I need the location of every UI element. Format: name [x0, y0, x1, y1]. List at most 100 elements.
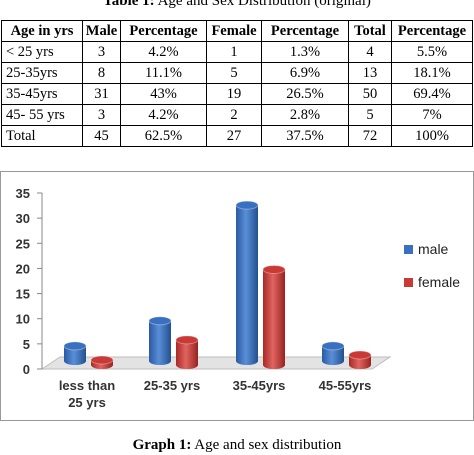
- table-cell: < 25 yrs: [1, 41, 83, 63]
- x-tick-label: 35-45yrs: [233, 378, 286, 393]
- table-cell: 62.5%: [120, 125, 207, 147]
- table-cell: 50: [348, 83, 392, 105]
- bar-male: [321, 341, 345, 365]
- table-row: 45- 55 yrs 3 4.2% 2 2.8% 5 7%: [1, 104, 473, 126]
- bar-top: [262, 264, 286, 274]
- bar-body: [149, 320, 171, 361]
- bar-top: [148, 316, 172, 326]
- y-tick-label: 10: [16, 312, 30, 327]
- table-cell: 8: [82, 62, 121, 84]
- bar-base: [149, 357, 171, 365]
- header-total: Total: [348, 20, 392, 42]
- x-tick-label: 25-35 yrs: [144, 378, 200, 393]
- bar-male: [235, 200, 259, 365]
- table-cell: 45- 55 yrs: [1, 104, 83, 126]
- table-cell: 6.9%: [261, 62, 349, 84]
- y-tick-label: 0: [23, 362, 30, 377]
- table-cell: 13: [348, 62, 392, 84]
- y-tick-label: 35: [16, 186, 30, 201]
- table-row: < 25 yrs 3 4.2% 1 1.3% 4 5.5%: [1, 41, 473, 63]
- y-tick-label: 30: [16, 211, 30, 226]
- header-female-percentage: Percentage: [261, 20, 349, 42]
- table-cell: 2: [206, 104, 262, 126]
- y-tick-label: 5: [23, 337, 30, 352]
- bar-base: [64, 357, 86, 365]
- table-cell: 35-45yrs: [1, 83, 83, 105]
- table-cell: 19: [206, 83, 262, 105]
- bar-top: [90, 355, 114, 365]
- bar-male: [63, 341, 87, 365]
- header-male: Male: [82, 20, 121, 42]
- table-cell: 4.2%: [120, 104, 207, 126]
- x-axis-labels: less than 25 yrs 25-35 yrs 35-45yrs 45-55yrs: [59, 378, 372, 410]
- legend-swatch-female: [404, 278, 413, 287]
- table-caption-text: Age and Sex Distribution (original): [154, 0, 371, 9]
- table-cell: 5: [206, 62, 262, 84]
- bar-body: [176, 339, 198, 365]
- bar-top: [175, 335, 199, 345]
- bar-base: [322, 357, 344, 365]
- header-age: Age in yrs: [1, 20, 83, 42]
- y-axis: 0 5 10 15 20 25 30 35: [16, 186, 43, 377]
- bar-body: [349, 354, 371, 365]
- x-tick-label: 45-55yrs: [319, 378, 372, 393]
- table-cell: 26.5%: [261, 83, 349, 105]
- table-cell: 7%: [391, 104, 473, 126]
- y-tick-label: 15: [16, 287, 30, 302]
- table-cell: 3: [82, 104, 121, 126]
- table-cell: 37.5%: [261, 125, 349, 147]
- bar-top: [348, 350, 372, 360]
- bar-body: [236, 205, 258, 361]
- graph-caption: Graph 1: Age and sex distribution: [0, 435, 474, 455]
- table-caption: Table 1: Age and Sex Distribution (origi…: [0, 0, 474, 11]
- graph-caption-text: Age and sex distribution: [191, 437, 342, 453]
- bar-female: [175, 335, 199, 369]
- table-header-row: Age in yrs Male Percentage Female Percen…: [1, 20, 473, 42]
- legend-label-female: female: [418, 274, 460, 290]
- bar-top: [321, 341, 345, 351]
- age-sex-table: Age in yrs Male Percentage Female Percen…: [1, 20, 473, 147]
- legend-label-male: male: [418, 241, 449, 257]
- table-cell: 5.5%: [391, 41, 473, 63]
- table-cell: 11.1%: [120, 62, 207, 84]
- table-cell: 69.4%: [391, 83, 473, 105]
- bar-top: [63, 341, 87, 351]
- y-tick-label: 20: [16, 261, 30, 276]
- table-cell: 18.1%: [391, 62, 473, 84]
- bar-body: [263, 269, 285, 365]
- x-tick-label: less than 25 yrs: [59, 378, 115, 410]
- table-cell: 72: [348, 125, 392, 147]
- table-cell: 3: [82, 41, 121, 63]
- bar-body: [322, 345, 344, 361]
- bar-base: [176, 361, 198, 369]
- table-cell: 1.3%: [261, 41, 349, 63]
- legend-swatch-male: [404, 245, 413, 254]
- legend: male female: [404, 241, 460, 290]
- bar-female: [90, 355, 114, 369]
- table-cell: 25-35yrs: [1, 62, 83, 84]
- bar-base: [349, 361, 371, 369]
- bar-chart-svg: 0 5 10 15 20 25 30 35 less than 25 yrs 25-35 yrs 3…: [0, 171, 474, 421]
- table-cell: Total: [1, 125, 83, 147]
- table-cell: 43%: [120, 83, 207, 105]
- bar-top: [235, 200, 259, 210]
- table-cell: 1: [206, 41, 262, 63]
- header-total-percentage: Percentage: [391, 20, 473, 42]
- table-cell: 45: [82, 125, 121, 147]
- bar-body: [64, 345, 86, 361]
- chart-floor: [40, 356, 392, 370]
- table-caption-label: Table 1:: [103, 0, 155, 9]
- header-male-percentage: Percentage: [120, 20, 207, 42]
- bar-male: [148, 316, 172, 365]
- graph-caption-label: Graph 1:: [132, 437, 192, 453]
- header-female: Female: [206, 20, 262, 42]
- table-row: 25-35yrs 8 11.1% 5 6.9% 13 18.1%: [1, 62, 473, 84]
- table-cell: 4.2%: [120, 41, 207, 63]
- bar-chart: 0 5 10 15 20 25 30 35 less than 25 yrs 25-35 yrs 3…: [0, 171, 474, 421]
- bar-base: [236, 357, 258, 365]
- table-cell: 31: [82, 83, 121, 105]
- table-cell: 4: [348, 41, 392, 63]
- table-row: 35-45yrs 31 43% 19 26.5% 50 69.4%: [1, 83, 473, 105]
- bar-female: [348, 350, 372, 369]
- table-cell: 2.8%: [261, 104, 349, 126]
